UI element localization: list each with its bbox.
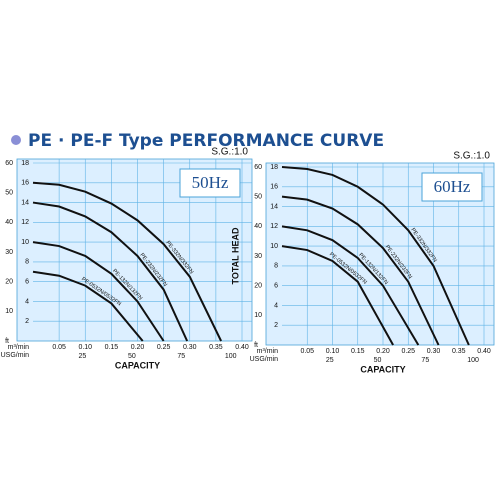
x2-tick-label: 25 (326, 357, 334, 364)
y2-tick-label: 30 (254, 253, 262, 260)
curve (281, 195, 440, 346)
y2-tick-label: 40 (254, 223, 262, 230)
curve (32, 241, 165, 342)
x-axis-label: CAPACITY (360, 364, 405, 374)
y2-tick-label: 10 (5, 308, 13, 315)
y-tick-label: 4 (274, 302, 278, 309)
chart-title: 50Hz (192, 173, 229, 192)
y-tick-label: 6 (274, 283, 278, 290)
x-tick-label: 0.10 (78, 344, 92, 351)
x2-tick-label: 50 (128, 353, 136, 360)
x-unit: m³/min (8, 344, 29, 351)
y2-unit: ft (5, 338, 9, 345)
y2-tick-label: 10 (254, 312, 262, 319)
y-tick-label: 8 (25, 259, 29, 266)
frequency-box (179, 168, 241, 198)
y2-tick-label: 50 (5, 190, 13, 197)
y-tick-label: 18 (21, 160, 29, 167)
x-tick-label: 0.25 (157, 344, 171, 351)
y2-tick-label: 20 (5, 279, 13, 286)
x2-tick-label: 50 (374, 357, 382, 364)
x-unit: m³/min (257, 348, 278, 355)
y-tick-label: 10 (21, 239, 29, 246)
x-tick-label: 0.30 (427, 348, 441, 355)
y-tick-label: 4 (25, 298, 29, 305)
curve (32, 270, 144, 342)
y2-tick-label: 60 (254, 164, 262, 171)
y2-tick-label: 20 (254, 283, 262, 290)
page-title: PE · PE-F Type PERFORMANCE CURVE (28, 131, 384, 151)
x-tick-label: 0.30 (183, 344, 197, 351)
x-tick-label: 0.40 (477, 348, 491, 355)
x-tick-label: 0.15 (351, 348, 365, 355)
y-tick-label: 8 (274, 263, 278, 270)
x-tick-label: 0.35 (452, 348, 466, 355)
x2-unit: USG/min (1, 352, 30, 359)
x-tick-label: 0.15 (105, 344, 119, 351)
y2-tick-label: 40 (5, 219, 13, 226)
x2-tick-label: 75 (421, 357, 429, 364)
y-tick-label: 6 (25, 279, 29, 286)
x-tick-label: 0.05 (52, 344, 66, 351)
y2-tick-label: 60 (5, 160, 13, 167)
frequency-box (421, 172, 483, 202)
chart-title: 60Hz (434, 177, 471, 196)
x-tick-label: 0.35 (209, 344, 223, 351)
y-tick-label: 2 (25, 318, 29, 325)
y-tick-label: 14 (270, 203, 278, 210)
bullet (11, 135, 21, 145)
y-tick-label: 18 (270, 164, 278, 171)
curve (281, 245, 394, 346)
x-axis-label: CAPACITY (115, 360, 160, 370)
y-axis-label: TOTAL HEAD (230, 227, 240, 285)
x-tick-label: 0.05 (300, 348, 314, 355)
y-tick-label: 16 (21, 180, 29, 187)
x-tick-label: 0.25 (401, 348, 415, 355)
x2-unit: USG/min (250, 356, 279, 363)
subtitle: S.G.:1.0 (453, 151, 490, 162)
y-tick-label: 10 (270, 243, 278, 250)
y-tick-label: 2 (274, 322, 278, 329)
x-tick-label: 0.10 (326, 348, 340, 355)
x2-tick-label: 100 (467, 357, 479, 364)
y-tick-label: 12 (270, 223, 278, 230)
x2-tick-label: 25 (79, 353, 87, 360)
curve (32, 181, 222, 342)
y-tick-label: 16 (270, 184, 278, 191)
y-tick-label: 14 (21, 199, 29, 206)
x-tick-label: 0.20 (131, 344, 145, 351)
x-tick-label: 0.40 (235, 344, 249, 351)
y2-tick-label: 50 (254, 194, 262, 201)
y-tick-label: 12 (21, 219, 29, 226)
curve (281, 166, 470, 346)
x-tick-label: 0.20 (376, 348, 390, 355)
curve (281, 225, 420, 346)
x2-tick-label: 75 (177, 353, 185, 360)
subtitle: S.G.:1.0 (211, 147, 248, 158)
x2-tick-label: 100 (225, 353, 237, 360)
y2-unit: ft (254, 342, 258, 349)
curve (32, 201, 189, 342)
y2-tick-label: 30 (5, 249, 13, 256)
